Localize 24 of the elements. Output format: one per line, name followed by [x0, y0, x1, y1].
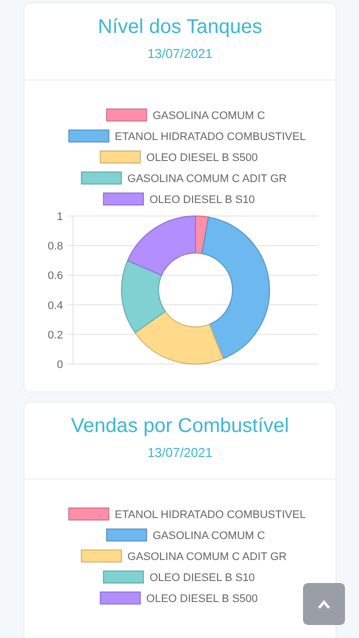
text: 0 — [56, 359, 63, 371]
category-label: OLEO DIESEL B S10 — [149, 572, 255, 584]
legend-label: GASOLINA COMUM C ADIT GR — [127, 173, 287, 185]
donut-slice — [121, 260, 166, 334]
text: 0.2 — [48, 329, 63, 342]
text: 13/07/2021 — [147, 445, 213, 460]
category-label: GASOLINA COMUM C — [152, 530, 266, 542]
donut-slice — [127, 216, 196, 276]
chart-title: Nível dos Tanques — [98, 16, 262, 38]
donut-slice — [201, 216, 270, 360]
legend-label: ETANOL HIDRATADO COMBUSTIVEL — [114, 131, 306, 143]
text: 0.8 — [48, 240, 63, 253]
category-label: GASOLINA COMUM C ADIT GR — [127, 551, 287, 563]
donut-slice — [134, 310, 224, 364]
legend-label: OLEO DIESEL B S500 — [146, 152, 258, 164]
text: Vendas por Combustível — [71, 415, 289, 437]
text: 0.6 — [48, 270, 63, 282]
category-label: ETANOL HIDRATADO COMBUSTIVEL — [114, 509, 306, 521]
legend-label: OLEO DIESEL B S10 — [149, 194, 255, 206]
category-label: OLEO DIESEL B S500 — [146, 593, 258, 605]
text: 1 — [56, 211, 63, 223]
legend-label: GASOLINA COMUM C — [152, 110, 266, 122]
text: 0.4 — [48, 300, 63, 312]
chart-subtitle: 13/07/2021 — [147, 46, 213, 61]
